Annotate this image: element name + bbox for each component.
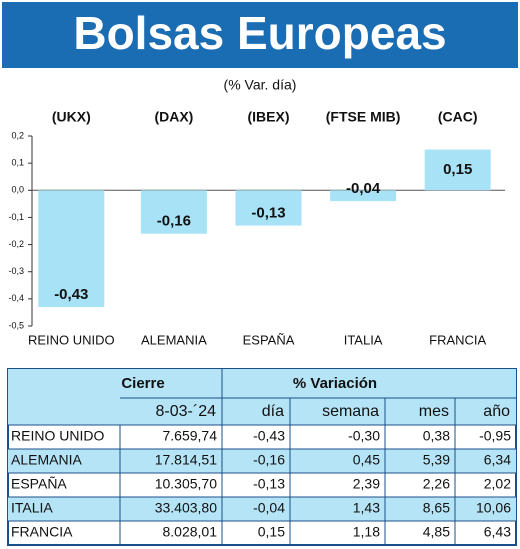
value-label: -0,13 (251, 205, 285, 222)
table-cell: 6,34 (484, 452, 511, 468)
x-tick-label: ITALIA (344, 332, 383, 347)
value-label: -0,16 (157, 213, 191, 230)
chart-title: Bolsas Europeas (73, 7, 446, 59)
table-row-band (8, 497, 516, 521)
table-cell: 8,65 (423, 500, 450, 516)
table-header-cell: 8-03-´24 (156, 403, 217, 420)
table-header (8, 398, 516, 425)
index-label: (CAC) (438, 109, 478, 125)
index-label: (FTSE MIB) (326, 109, 401, 125)
group-header: Cierre (121, 375, 164, 392)
table-cell: -0,13 (253, 476, 285, 492)
x-tick-label: ESPAÑA (243, 332, 295, 347)
table-cell: -0,43 (253, 428, 285, 444)
row-label: REINO UNIDO (11, 428, 104, 444)
x-tick-label: REINO UNIDO (28, 332, 115, 347)
y-tick-label: -0,3 (8, 266, 24, 276)
y-tick-label: 0,1 (11, 158, 24, 168)
table-header-cell: semana (322, 403, 379, 420)
table-header-cell: mes (419, 403, 449, 420)
value-label: 0,15 (443, 161, 472, 178)
table-cell: 17.814,51 (155, 452, 217, 468)
table-cell: 4,85 (423, 524, 450, 540)
table-cell: -0,95 (479, 428, 511, 444)
index-label: (DAX) (154, 109, 193, 125)
table-group-header (8, 369, 516, 398)
index-label: (IBEX) (248, 109, 290, 125)
y-tick-label: 0,2 (11, 130, 24, 140)
row-label: ESPAÑA (11, 476, 67, 492)
bar (424, 149, 491, 191)
table-cell: 1,18 (353, 524, 380, 540)
table-cell: 10.305,70 (155, 476, 217, 492)
title-banner (2, 2, 518, 68)
y-tick-label: -0,4 (8, 293, 24, 303)
table-cell: -0,16 (253, 452, 285, 468)
row-label: FRANCIA (11, 524, 73, 540)
table-row-band (8, 449, 516, 473)
value-label: -0,43 (54, 286, 88, 303)
table-header-cell: año (483, 403, 510, 420)
table-cell: 0,45 (353, 452, 380, 468)
table-cell: 0,15 (258, 524, 285, 540)
row-label: ALEMANIA (11, 452, 82, 468)
x-tick-label: ALEMANIA (141, 332, 207, 347)
value-label: -0,04 (346, 180, 381, 197)
y-tick-label: -0,2 (8, 239, 24, 249)
table-cell: 2,39 (353, 476, 380, 492)
table-cell: 10,06 (476, 500, 511, 516)
x-tick-label: FRANCIA (429, 332, 486, 347)
table-cell: 8.028,01 (163, 524, 218, 540)
table-cell: 7.659,74 (163, 428, 218, 444)
table-cell: 6,43 (484, 524, 511, 540)
bar (235, 190, 302, 226)
table-cell: 2,02 (484, 476, 511, 492)
chart-subtitle: (% Var. día) (224, 77, 297, 93)
y-tick-label: -0,5 (8, 320, 24, 330)
y-tick-label: -0,1 (8, 212, 24, 222)
table-cell: 33.403,80 (155, 500, 217, 516)
table-cell: -0,30 (348, 428, 380, 444)
table-cell: 2,26 (423, 476, 450, 492)
y-tick-label: 0,0 (11, 185, 24, 195)
bar (140, 190, 207, 234)
bar (38, 190, 105, 307)
row-label: ITALIA (11, 500, 53, 516)
group-header: % Variación (293, 375, 377, 392)
table-cell: 0,38 (423, 428, 450, 444)
table-cell: 5,39 (423, 452, 450, 468)
bar (330, 190, 397, 202)
table-cell: -0,04 (253, 500, 285, 516)
table-cell: 1,43 (353, 500, 380, 516)
table-header-cell: día (262, 403, 284, 420)
index-label: (UKX) (52, 109, 91, 125)
